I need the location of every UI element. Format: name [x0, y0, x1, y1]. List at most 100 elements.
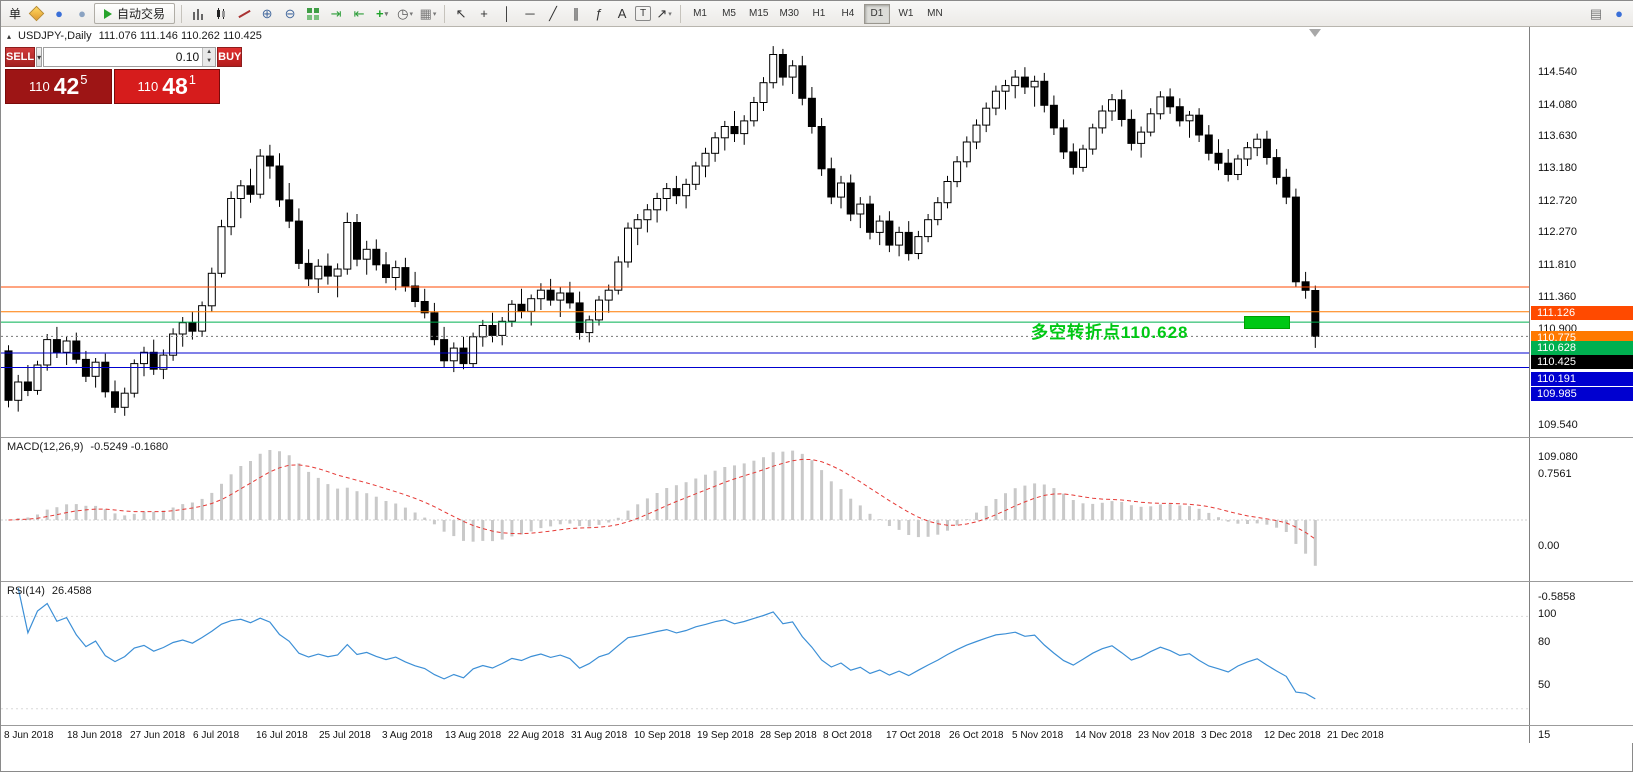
timeframe-d1-button[interactable]: D1 — [863, 3, 890, 24]
chart-shift-icon[interactable]: ⇤ — [353, 5, 365, 21]
price-axis[interactable]: 114.540 114.080 113.630 113.180 112.720 112.2… — [1529, 27, 1633, 743]
date-axis-label: 12 Dec 2018 — [1264, 730, 1321, 741]
timeframe-w1-button[interactable]: W1 — [898, 8, 914, 19]
macd-indicator-pane[interactable]: MACD(12,26,9) -0.5249 -0.1680 — [1, 438, 1529, 581]
new-order-icon[interactable] — [26, 4, 46, 24]
candle — [130, 359, 139, 398]
buy-price-button[interactable]: 110 48 1 — [113, 69, 220, 104]
time-axis[interactable]: 8 Jun 2018 18 Jun 2018 27 Jun 2018 6 Jul 20… — [1, 726, 1529, 743]
pane-separator[interactable] — [1, 725, 1633, 726]
trade-panel-controls: SELL BUY — [5, 47, 243, 67]
timeframe-h1-button[interactable]: H1 — [812, 8, 826, 19]
candle — [982, 102, 991, 133]
pane-separator[interactable] — [1, 437, 1633, 438]
candle — [275, 153, 284, 207]
candle — [720, 120, 729, 151]
pane-separator[interactable] — [1, 581, 1633, 582]
candle — [140, 346, 148, 377]
fibonacci-icon[interactable]: ƒ — [595, 6, 603, 21]
bar-chart-icon[interactable] — [188, 4, 208, 24]
timeframe-m1-button[interactable]: M1 — [693, 8, 707, 19]
channel-icon[interactable]: ∥ — [572, 5, 580, 21]
sell-button[interactable]: SELL — [5, 47, 36, 67]
candle — [1272, 149, 1281, 185]
timeframe-m5-button[interactable]: M5 — [722, 8, 736, 19]
chart-title: USDJPY-,Daily 111.076 111.146 110.262 11… — [7, 30, 262, 42]
price-chart-pane[interactable]: USDJPY-,Daily 111.076 111.146 110.262 11… — [1, 27, 1529, 437]
timeframe-m15-button[interactable]: M15 — [749, 8, 769, 19]
text-label-icon[interactable]: T — [635, 6, 652, 21]
toolbar-right-group: ▤ ● — [1586, 4, 1629, 24]
buy-price-big: 48 — [162, 73, 188, 99]
toolbar-separator — [444, 4, 446, 23]
vertical-line-icon[interactable]: │ — [502, 6, 512, 21]
timeframe-mn-button[interactable]: MN — [927, 8, 943, 19]
macd-header: MACD(12,26,9) -0.5249 -0.1680 — [7, 441, 168, 453]
rsi-label: RSI(14) — [7, 585, 45, 597]
open-chart-icon[interactable]: ▤ — [1589, 5, 1603, 21]
candle — [1224, 149, 1233, 182]
buy-button[interactable]: BUY — [217, 47, 243, 67]
price-axis-tick: 112.270 — [1538, 226, 1577, 239]
trendline-icon[interactable]: ╱ — [549, 5, 557, 21]
chart-shift-marker[interactable] — [1309, 29, 1321, 37]
play-icon — [104, 8, 113, 19]
candle — [498, 317, 507, 346]
price-axis-tick: 113.180 — [1538, 162, 1577, 174]
standard-toolbar-group: ● ● — [26, 4, 92, 24]
candle — [633, 214, 642, 246]
text-icon[interactable]: A — [617, 6, 627, 21]
arrows-icon[interactable]: ↗ — [654, 4, 674, 24]
candle — [1262, 130, 1271, 165]
price-axis-tick: 111.360 — [1538, 290, 1577, 303]
tile-windows-icon[interactable] — [303, 4, 323, 24]
candle — [1301, 271, 1310, 299]
indicators-icon[interactable]: + — [372, 4, 392, 24]
volume-decrease-button[interactable] — [203, 57, 216, 66]
rsi-axis-tick: 80 — [1538, 636, 1551, 649]
macd-values: -0.5249 -0.1680 — [90, 441, 169, 453]
autotrade-button[interactable]: 自动交易 — [94, 3, 176, 24]
candle — [837, 175, 845, 209]
timeframe-h4-button[interactable]: H4 — [841, 8, 855, 19]
volume-input[interactable] — [44, 48, 203, 66]
crosshair-icon[interactable]: + — [480, 6, 488, 21]
market-watch-icon[interactable]: ● — [55, 6, 63, 21]
candle — [575, 291, 584, 340]
candle — [382, 252, 390, 284]
date-axis-label: 8 Oct 2018 — [823, 730, 872, 741]
order-menu-text[interactable]: 单 — [9, 7, 22, 21]
candlestick-chart[interactable] — [1, 27, 1529, 437]
pivot-annotation-rectangle[interactable] — [1244, 316, 1290, 329]
sell-price-big: 42 — [53, 73, 80, 99]
line-chart-icon[interactable] — [234, 4, 254, 24]
cursor-icon[interactable]: ↖ — [455, 5, 467, 21]
templates-icon[interactable]: ▦ — [418, 4, 438, 24]
zoom-out-icon[interactable]: ⊖ — [284, 5, 296, 21]
horizontal-line-icon[interactable]: ─ — [525, 6, 535, 21]
rsi-indicator-pane[interactable]: RSI(14) 26.4588 — [1, 582, 1529, 725]
navigator-icon[interactable]: ● — [78, 6, 86, 21]
order-type-dropdown[interactable] — [36, 47, 43, 67]
candle — [217, 219, 226, 278]
community-icon[interactable]: ● — [1615, 6, 1623, 21]
candle — [653, 192, 662, 223]
auto-scroll-icon[interactable]: ⇥ — [330, 5, 342, 21]
candlestick-chart-icon[interactable] — [211, 4, 231, 24]
pivot-annotation-text[interactable]: 多空转折点110.628 — [1031, 323, 1189, 342]
level-price-label: 111.126 — [1531, 306, 1633, 320]
rsi-axis-tick: 100 — [1538, 608, 1557, 620]
candle — [440, 326, 449, 368]
timeframe-m30-button[interactable]: M30 — [779, 8, 799, 19]
zoom-in-icon[interactable]: ⊕ — [261, 5, 273, 21]
candle — [81, 350, 90, 382]
candle — [362, 240, 371, 275]
candle — [343, 212, 352, 275]
date-axis-label: 10 Sep 2018 — [634, 730, 691, 741]
periods-icon[interactable]: ◷ — [395, 4, 415, 24]
sell-price-button[interactable]: 110 42 5 — [5, 69, 112, 104]
volume-increase-button[interactable] — [203, 48, 216, 57]
candle — [246, 168, 255, 203]
candle — [198, 301, 207, 337]
macd-signal-line — [8, 458, 1316, 540]
